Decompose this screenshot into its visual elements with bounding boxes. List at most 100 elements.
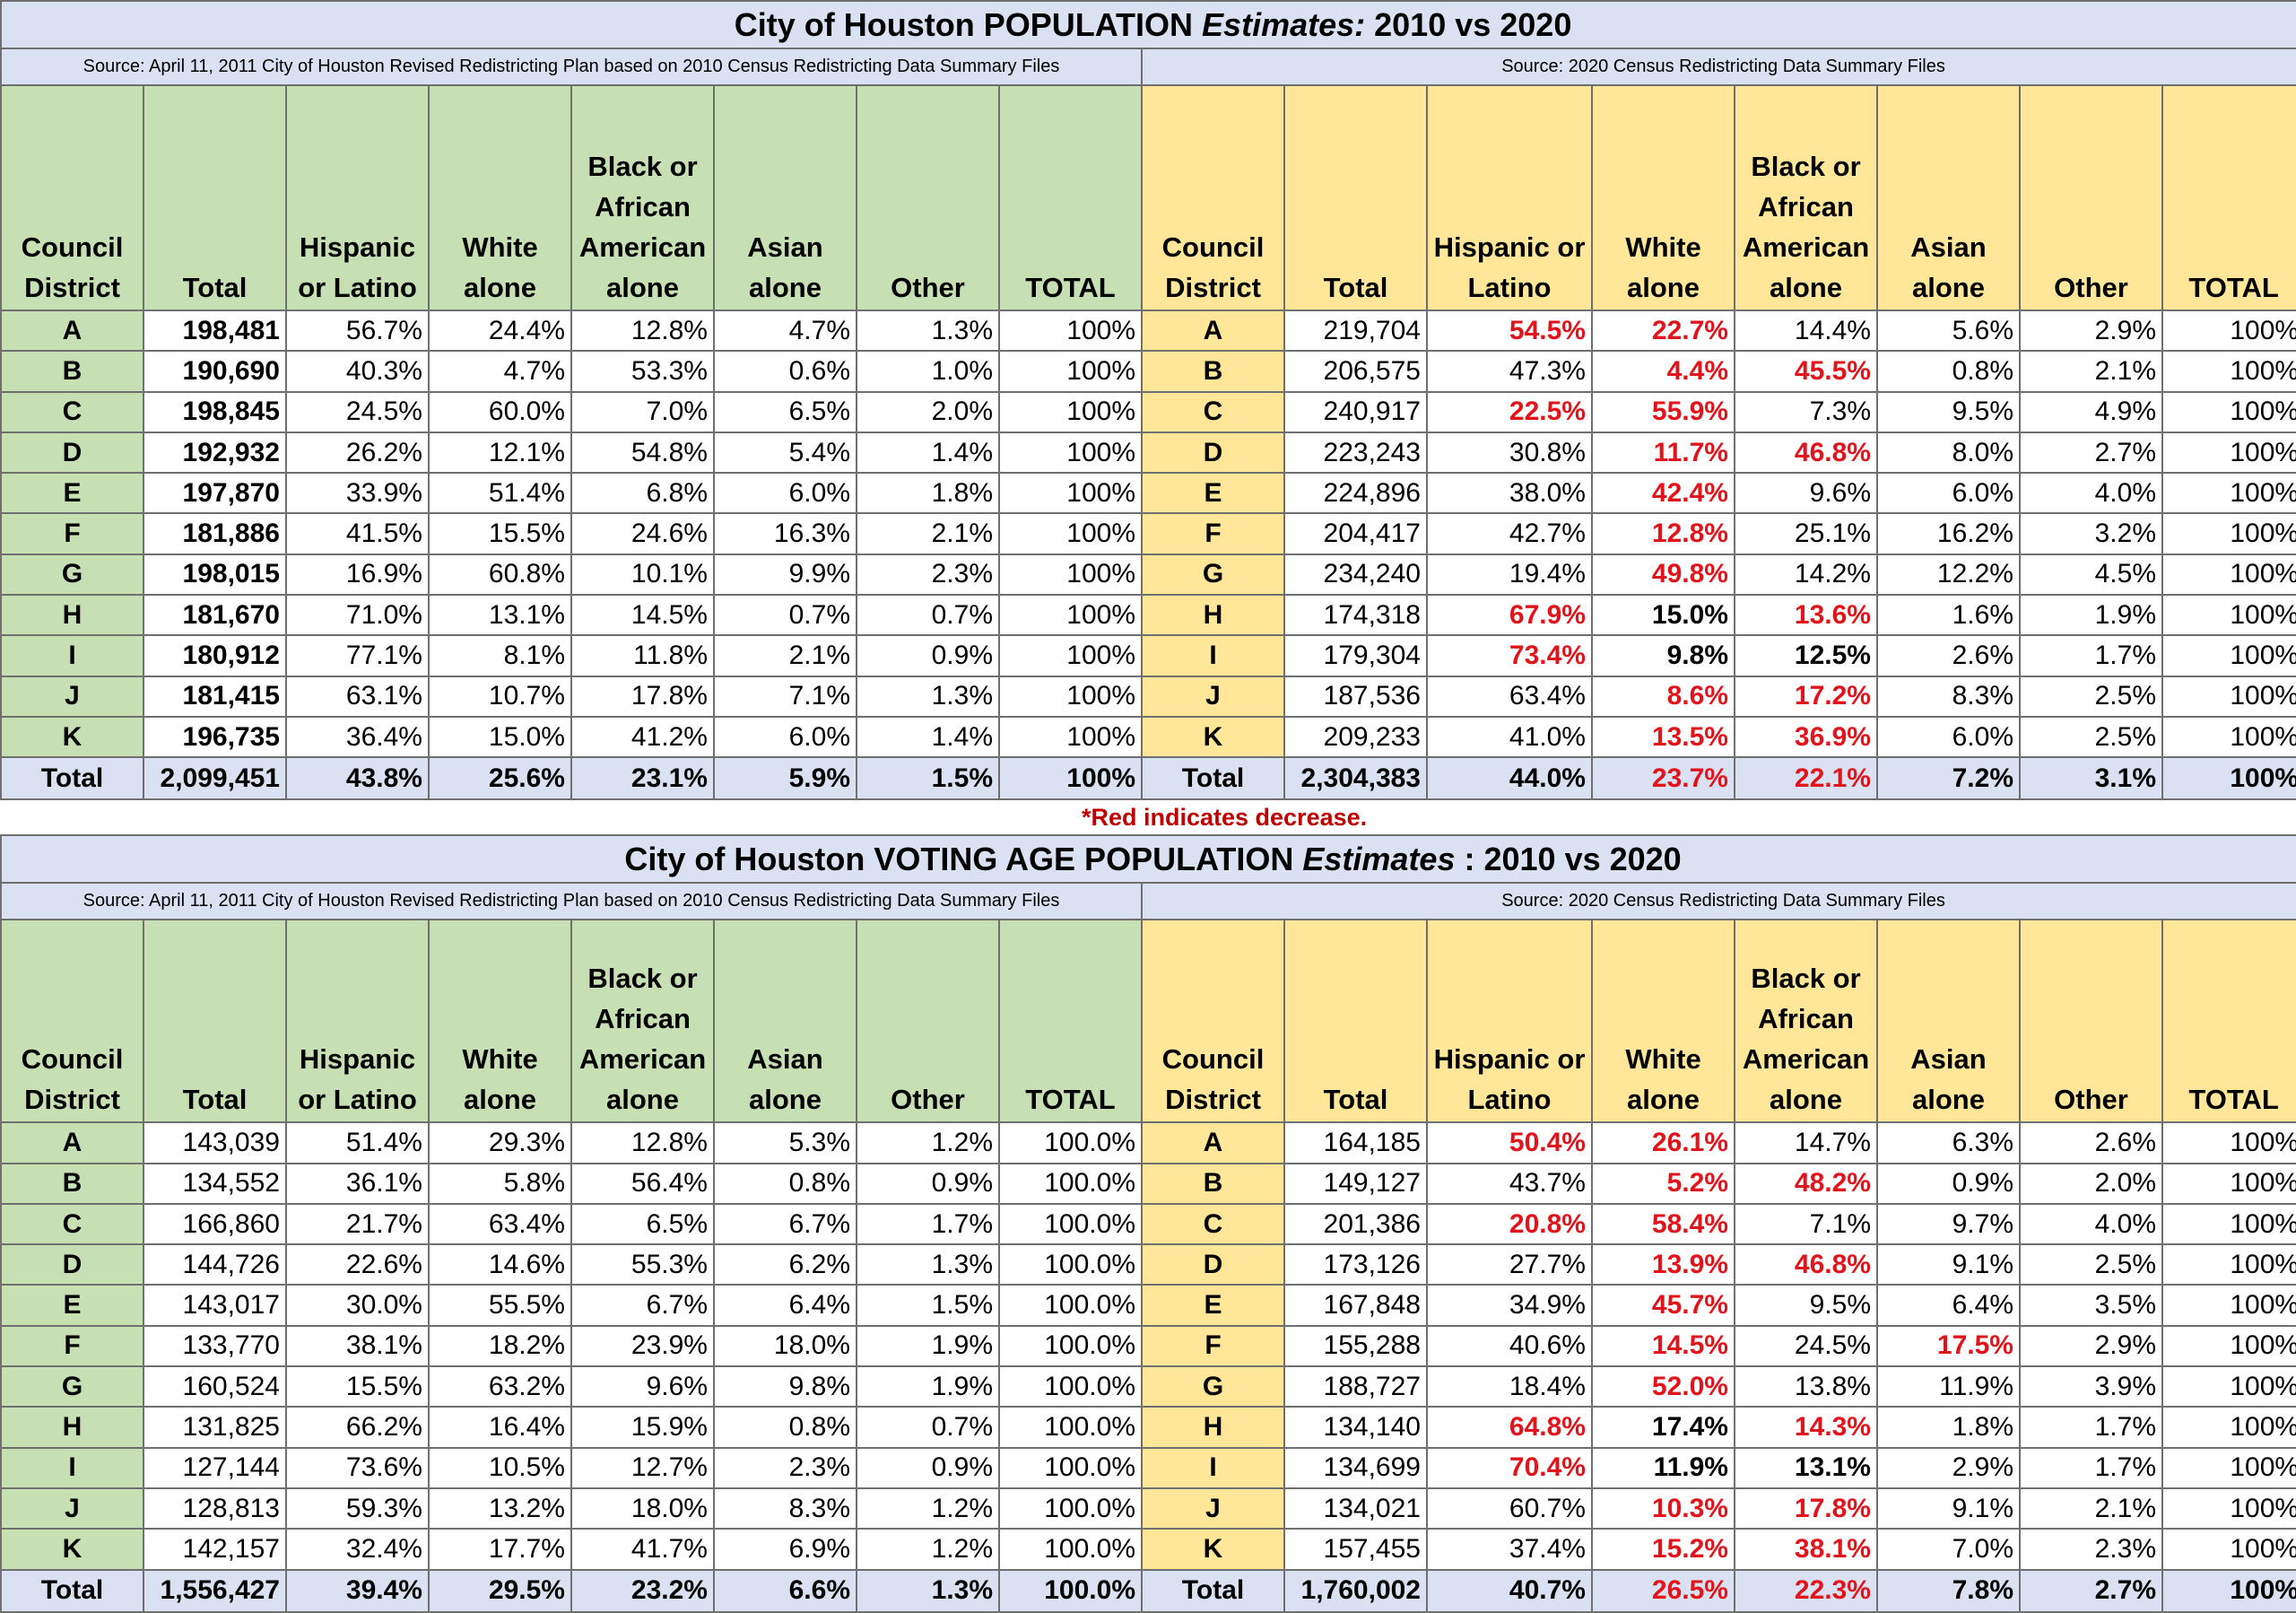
district-2020: I: [1141, 634, 1285, 677]
red-decrease-note: *Red indicates decrease.: [144, 799, 2296, 836]
cell-2010: 4.7%: [428, 350, 572, 393]
total-2010: 25.6%: [428, 756, 572, 801]
cell-2010: 7.1%: [713, 675, 857, 718]
district-2020: J: [1141, 1487, 1285, 1530]
header-2010-col-4: Black or African American alone: [570, 84, 715, 311]
cell-2020: 7.0%: [1876, 1528, 2021, 1571]
district-2020: C: [1141, 390, 1285, 433]
cell-2010: 143,017: [143, 1284, 287, 1327]
district-2010: C: [0, 390, 144, 433]
header-2020-col-4: Black or African American alone: [1734, 919, 1878, 1124]
cell-2010: 36.4%: [285, 715, 430, 759]
cell-2010: 198,015: [143, 553, 287, 597]
cell-2010: 59.3%: [285, 1487, 430, 1530]
cell-2010: 66.2%: [285, 1406, 430, 1449]
cell-2010: 1.5%: [856, 1284, 1000, 1327]
cell-2010: 0.8%: [713, 1162, 857, 1205]
cell-2010: 5.3%: [713, 1121, 857, 1164]
cell-2020: 38.0%: [1426, 472, 1593, 515]
header-2020-col-5: Asian alone: [1876, 919, 2021, 1124]
cell-2020: 9.5%: [1876, 390, 2021, 433]
cell-2010: 40.3%: [285, 350, 430, 393]
cell-2020: 100%: [2161, 1121, 2296, 1164]
table-row: J 128,813 59.3% 13.2% 18.0% 8.3% 1.2% 100.0% J 13…: [0, 1487, 2296, 1530]
district-2020: H: [1141, 594, 1285, 637]
cell-2020: 164,185: [1283, 1121, 1428, 1164]
cell-2020: 27.7%: [1426, 1243, 1593, 1286]
cell-2020: 100%: [2161, 1487, 2296, 1530]
cell-2010: 100.0%: [998, 1243, 1143, 1286]
cell-2020: 8.3%: [1876, 675, 2021, 718]
total-2020: Total: [1141, 756, 1285, 801]
cell-2010: 0.6%: [713, 350, 857, 393]
district-2010: A: [0, 1121, 144, 1164]
cell-2020: 38.1%: [1734, 1528, 1878, 1571]
total-2020: 22.1%: [1734, 756, 1878, 801]
cell-2020: 41.0%: [1426, 715, 1593, 759]
cell-2010: 77.1%: [285, 634, 430, 677]
header-2010-col-7: TOTAL: [998, 84, 1143, 311]
cell-2010: 12.8%: [570, 1121, 715, 1164]
total-2020: 40.7%: [1426, 1568, 1593, 1613]
cell-2010: 29.3%: [428, 1121, 572, 1164]
cell-2010: 51.4%: [285, 1121, 430, 1164]
cell-2020: 204,417: [1283, 512, 1428, 555]
table-row: C 198,845 24.5% 60.0% 7.0% 6.5% 2.0% 100% C 240,9…: [0, 390, 2296, 433]
cell-2010: 63.4%: [428, 1202, 572, 1246]
cell-2020: 9.1%: [1876, 1243, 2021, 1286]
cell-2020: 1.6%: [1876, 594, 2021, 637]
cell-2010: 100%: [998, 553, 1143, 597]
cell-2020: 13.8%: [1734, 1365, 1878, 1408]
header-2020-col-1: Total: [1283, 919, 1428, 1124]
cell-2020: 3.5%: [2019, 1284, 2163, 1327]
cell-2010: 0.7%: [713, 594, 857, 637]
cell-2010: 6.4%: [713, 1284, 857, 1327]
cell-2020: 2.5%: [2019, 675, 2163, 718]
cell-2020: 2.1%: [2019, 350, 2163, 393]
cell-2010: 41.7%: [570, 1528, 715, 1571]
district-2020: F: [1141, 512, 1285, 555]
cell-2010: 36.1%: [285, 1162, 430, 1205]
total-2010: Total: [0, 1568, 144, 1613]
cell-2020: 209,233: [1283, 715, 1428, 759]
cell-2020: 2.6%: [1876, 634, 2021, 677]
cell-2020: 22.5%: [1426, 390, 1593, 433]
cell-2020: 20.8%: [1426, 1202, 1593, 1246]
cell-2020: 0.8%: [1876, 350, 2021, 393]
district-2020: I: [1141, 1446, 1285, 1489]
cell-2020: 17.8%: [1734, 1487, 1878, 1530]
district-2020: A: [1141, 309, 1285, 353]
cell-2010: 197,870: [143, 472, 287, 515]
cell-2010: 190,690: [143, 350, 287, 393]
cell-2020: 100%: [2161, 634, 2296, 677]
cell-2020: 134,021: [1283, 1487, 1428, 1530]
cell-2020: 100%: [2161, 1528, 2296, 1571]
cell-2010: 1.8%: [856, 472, 1000, 515]
header-2010-col-4: Black or African American alone: [570, 919, 715, 1124]
cell-2010: 13.1%: [428, 594, 572, 637]
cell-2010: 63.2%: [428, 1365, 572, 1408]
cell-2020: 40.6%: [1426, 1324, 1593, 1368]
cell-2010: 144,726: [143, 1243, 287, 1286]
cell-2010: 18.2%: [428, 1324, 572, 1368]
header-2010-col-1: Total: [143, 84, 287, 311]
cell-2010: 100%: [998, 309, 1143, 353]
total-2020: 1,760,002: [1283, 1568, 1428, 1613]
cell-2010: 6.7%: [570, 1284, 715, 1327]
cell-2020: 2.0%: [2019, 1162, 2163, 1205]
cell-2020: 67.9%: [1426, 594, 1593, 637]
cell-2010: 6.0%: [713, 715, 857, 759]
cell-2010: 15.5%: [428, 512, 572, 555]
cell-2020: 100%: [2161, 431, 2296, 475]
cell-2020: 15.2%: [1591, 1528, 1735, 1571]
district-2010: A: [0, 309, 144, 353]
cell-2010: 134,552: [143, 1162, 287, 1205]
cell-2020: 34.9%: [1426, 1284, 1593, 1327]
cell-2020: 100%: [2161, 309, 2296, 353]
header-2010-col-0: Council District: [0, 919, 144, 1124]
cell-2010: 2.3%: [856, 553, 1000, 597]
total-2020: 100%: [2161, 756, 2296, 801]
table-row: H 181,670 71.0% 13.1% 14.5% 0.7% 0.7% 100% H 174,…: [0, 594, 2296, 637]
cell-2010: 26.2%: [285, 431, 430, 475]
cell-2020: 43.7%: [1426, 1162, 1593, 1205]
